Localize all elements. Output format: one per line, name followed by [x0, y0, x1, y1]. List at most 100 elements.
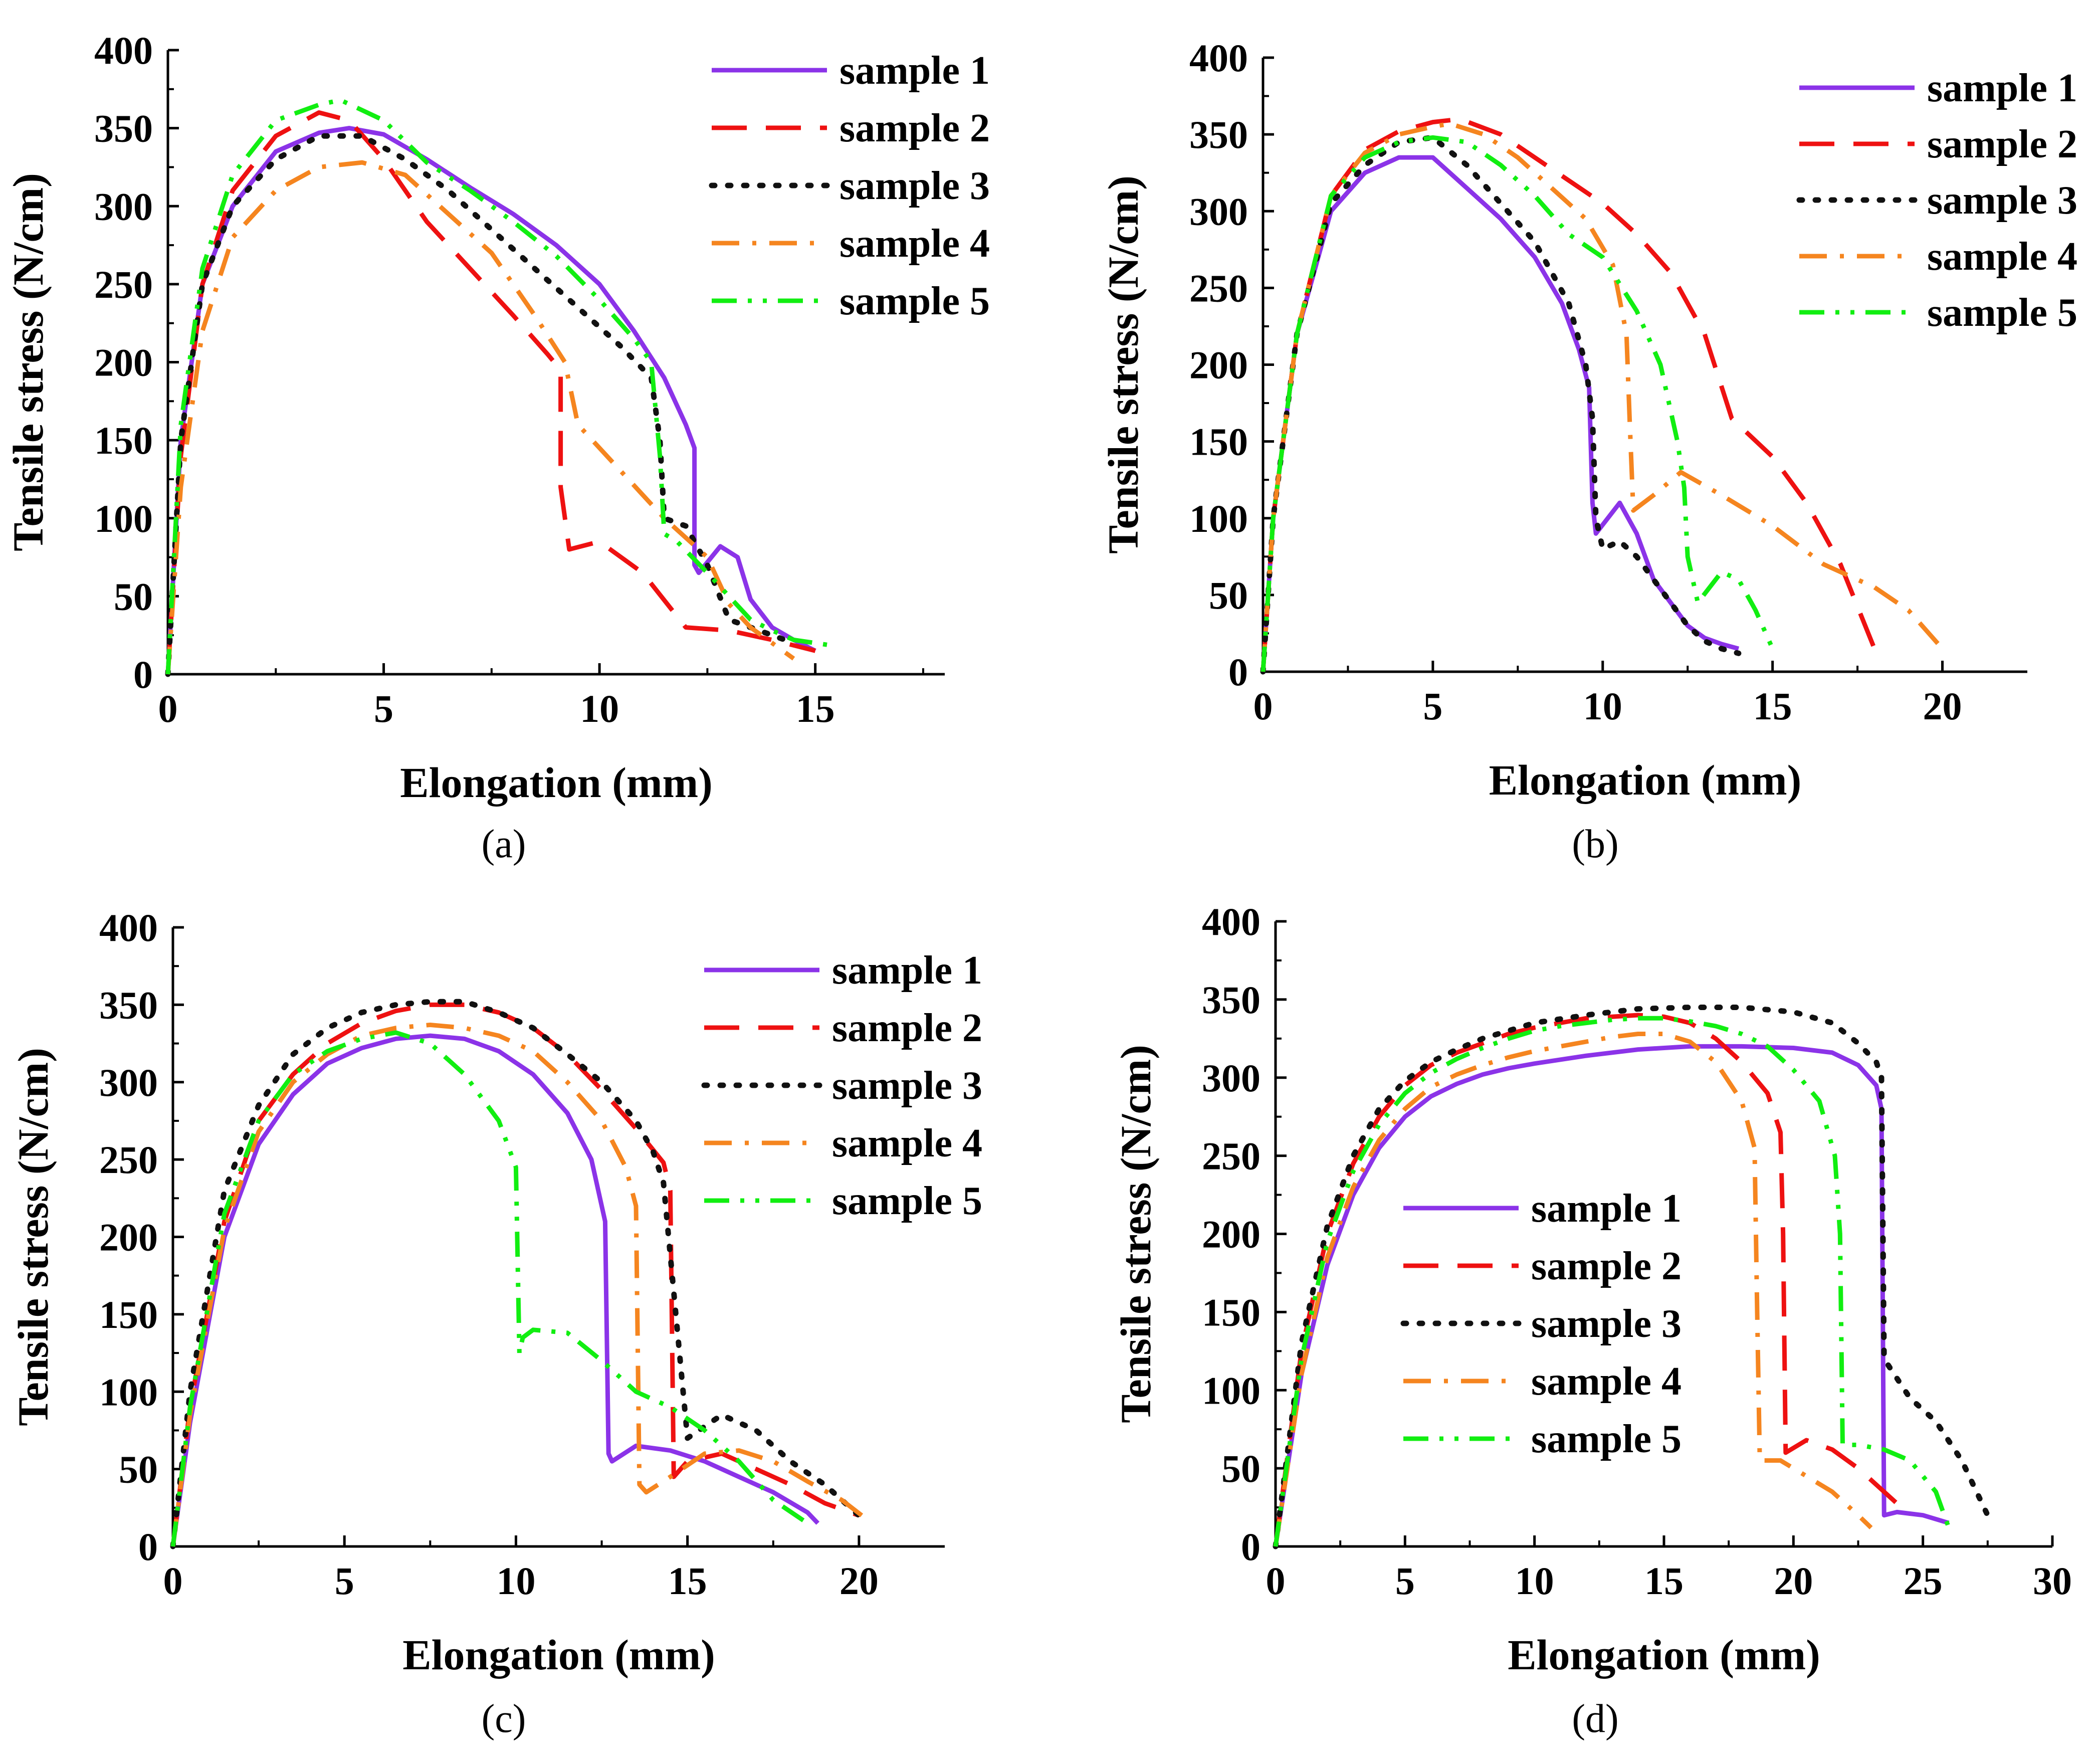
legend-label: sample 4 [1531, 1359, 1682, 1404]
series-line-sample-1 [165, 126, 816, 675]
legend-label: sample 4 [832, 1121, 982, 1165]
y-axis-title: Tensile stress (N/cm) [9, 1048, 57, 1426]
x-tick-label: 5 [1423, 684, 1442, 728]
x-tick-label: 20 [1923, 684, 1962, 728]
panel-label: (b) [1572, 822, 1618, 866]
legend: sample 1 sample 2 sample 3 sample 4 sample 5 [1796, 66, 2077, 335]
y-tick-label: 150 [1202, 1290, 1261, 1334]
series-line-sample-5 [1273, 1016, 1951, 1547]
y-tick-label: 150 [94, 419, 153, 462]
y-tick-label: 100 [1189, 497, 1248, 540]
y-tick-label: 50 [1209, 573, 1248, 617]
series-line-sample-2 [1261, 117, 1877, 672]
legend-label: sample 5 [832, 1179, 982, 1223]
x-tick-label: 0 [163, 1559, 183, 1603]
x-tick-label: 15 [796, 687, 835, 730]
x-tick-label: 10 [1583, 684, 1622, 728]
legend: sample 1 sample 2 sample 3 sample 4 sample 5 [701, 948, 982, 1223]
x-tick-label: 15 [668, 1559, 707, 1603]
x-axis-title: Elongation (mm) [1508, 1631, 1820, 1679]
series-line-sample-4 [170, 1023, 868, 1547]
y-tick-label: 0 [1241, 1525, 1261, 1569]
series-line-sample-4 [1261, 121, 1944, 672]
y-tick-label: 250 [94, 263, 153, 306]
legend-label: sample 3 [1927, 178, 2077, 223]
series-line-sample-4 [165, 160, 795, 675]
series-line-sample-3 [170, 999, 862, 1549]
panel-label: (d) [1572, 1697, 1618, 1741]
series-line-sample-5 [165, 98, 837, 675]
legend-label: sample 5 [839, 279, 990, 323]
legend-label: sample 4 [839, 222, 990, 266]
series-line-sample-5 [170, 1030, 809, 1547]
y-tick-label: 150 [99, 1293, 158, 1336]
x-tick-label: 20 [839, 1559, 879, 1603]
panel-a: 0 50 100 150 200 250 300 350 400 0 5 10 15 Elongation… [4, 29, 990, 866]
y-tick-label: 400 [94, 29, 153, 72]
y-tick-label: 250 [99, 1138, 158, 1182]
legend-label: sample 3 [839, 164, 990, 208]
legend-label: sample 2 [832, 1006, 982, 1050]
y-tick-label: 350 [1202, 978, 1261, 1022]
series-line-sample-3 [1273, 1005, 1991, 1549]
legend-label: sample 1 [832, 948, 982, 993]
y-tick-label: 250 [1189, 266, 1248, 310]
y-tick-label: 400 [1202, 900, 1261, 943]
y-axis-title: Tensile stress (N/cm) [1112, 1045, 1160, 1423]
legend-label: sample 2 [1927, 122, 2077, 166]
y-tick-label: 350 [1189, 113, 1248, 156]
series-line-sample-2 [170, 1002, 860, 1547]
x-tick-label: 15 [1644, 1559, 1684, 1603]
y-tick-label: 200 [99, 1216, 158, 1259]
series-line-sample-3 [165, 133, 797, 677]
series-line-sample-2 [165, 110, 816, 675]
y-tick-label: 0 [1228, 650, 1248, 694]
x-axis-title: Elongation (mm) [1489, 756, 1802, 804]
y-tick-label: 200 [1189, 343, 1248, 387]
legend-label: sample 5 [1927, 291, 2077, 335]
legend-label: sample 1 [1927, 66, 2077, 110]
y-axis-title: Tensile stress (N/cm) [1099, 175, 1147, 554]
x-tick-label: 0 [1253, 684, 1273, 728]
y-tick-label: 350 [94, 107, 153, 150]
x-tick-label: 0 [1266, 1559, 1286, 1603]
panel-label: (c) [482, 1697, 526, 1741]
panel-d: 0 50 100 150 200 250 300 350 400 0 5 10 15 20 25 30 Elon… [1112, 900, 2072, 1741]
series-line-sample-1 [170, 1033, 820, 1547]
y-tick-label: 200 [1202, 1213, 1261, 1256]
panel-label: (a) [482, 822, 526, 866]
y-tick-label: 50 [114, 574, 153, 618]
legend-label: sample 2 [1531, 1244, 1682, 1288]
legend-label: sample 1 [1531, 1187, 1682, 1231]
legend-label: sample 2 [839, 106, 990, 150]
x-tick-label: 30 [2033, 1559, 2072, 1603]
y-tick-label: 250 [1202, 1134, 1261, 1178]
y-tick-label: 150 [1189, 420, 1248, 464]
y-tick-label: 0 [133, 653, 153, 696]
x-tick-label: 20 [1774, 1559, 1813, 1603]
panel-b: 0 50 100 150 200 250 300 350 400 0 5 10 15 20 Elongati… [1099, 36, 2077, 866]
y-tick-label: 0 [138, 1525, 158, 1569]
series-line-sample-5 [1261, 135, 1775, 672]
y-tick-label: 300 [99, 1061, 158, 1104]
x-tick-label: 10 [1515, 1559, 1554, 1603]
y-tick-label: 50 [1221, 1447, 1261, 1490]
y-tick-label: 100 [99, 1370, 158, 1414]
y-tick-label: 100 [94, 497, 153, 540]
x-tick-label: 25 [1904, 1559, 1943, 1603]
y-tick-label: 400 [99, 906, 158, 949]
series-line-sample-4 [1273, 1032, 1873, 1547]
y-tick-label: 50 [119, 1448, 158, 1491]
x-axis-title: Elongation (mm) [402, 1631, 715, 1679]
x-tick-label: 0 [158, 687, 178, 730]
y-tick-label: 350 [99, 983, 158, 1027]
y-tick-label: 300 [1202, 1056, 1261, 1100]
panel-c: 0 50 100 150 200 250 300 350 400 0 5 10 15 20 Elongati… [9, 906, 982, 1741]
x-tick-label: 10 [580, 687, 619, 730]
y-tick-label: 400 [1189, 36, 1248, 80]
x-tick-label: 10 [496, 1559, 535, 1603]
y-tick-label: 200 [94, 341, 153, 384]
y-tick-label: 100 [1202, 1369, 1261, 1412]
legend-label: sample 4 [1927, 235, 2077, 279]
